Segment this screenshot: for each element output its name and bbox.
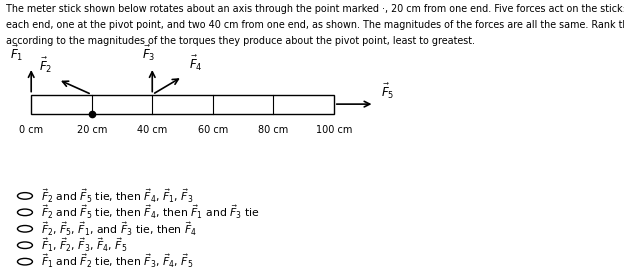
Text: $\vec{F}_2$ and $\vec{F}_5$ tie, then $\vec{F}_4$, then $\vec{F}_1$ and $\vec{F}: $\vec{F}_2$ and $\vec{F}_5$ tie, then $\… — [41, 204, 260, 221]
Text: $\vec{F}_2$: $\vec{F}_2$ — [39, 56, 52, 75]
Text: $\vec{F}_4$: $\vec{F}_4$ — [188, 53, 202, 73]
Text: 40 cm: 40 cm — [137, 125, 167, 135]
Text: $\vec{F}_5$: $\vec{F}_5$ — [381, 82, 394, 101]
Text: The meter stick shown below rotates about an axis through the point marked ·, 20: The meter stick shown below rotates abou… — [6, 4, 624, 14]
Text: $\vec{F}_1$: $\vec{F}_1$ — [11, 44, 24, 63]
Bar — [31, 95, 334, 114]
Text: 20 cm: 20 cm — [77, 125, 107, 135]
Text: 0 cm: 0 cm — [19, 125, 43, 135]
Text: $\vec{F}_1$, $\vec{F}_2$, $\vec{F}_3$, $\vec{F}_4$, $\vec{F}_5$: $\vec{F}_1$, $\vec{F}_2$, $\vec{F}_3$, $… — [41, 236, 127, 254]
Text: $\vec{F}_3$: $\vec{F}_3$ — [142, 44, 156, 63]
Text: each end, one at the pivot point, and two 40 cm from one end, as shown. The magn: each end, one at the pivot point, and tw… — [6, 20, 624, 30]
Text: 80 cm: 80 cm — [258, 125, 288, 135]
Text: $\vec{F}_2$ and $\vec{F}_5$ tie, then $\vec{F}_4$, $\vec{F}_1$, $\vec{F}_3$: $\vec{F}_2$ and $\vec{F}_5$ tie, then $\… — [41, 187, 193, 205]
Text: according to the magnitudes of the torques they produce about the pivot point, l: according to the magnitudes of the torqu… — [6, 36, 475, 46]
Text: 100 cm: 100 cm — [316, 125, 352, 135]
Text: 60 cm: 60 cm — [198, 125, 228, 135]
Text: $\vec{F}_2$, $\vec{F}_5$, $\vec{F}_1$, and $\vec{F}_3$ tie, then $\vec{F}_4$: $\vec{F}_2$, $\vec{F}_5$, $\vec{F}_1$, a… — [41, 220, 197, 238]
Text: $\vec{F}_1$ and $\vec{F}_2$ tie, then $\vec{F}_3$, $\vec{F}_4$, $\vec{F}_5$: $\vec{F}_1$ and $\vec{F}_2$ tie, then $\… — [41, 253, 193, 270]
